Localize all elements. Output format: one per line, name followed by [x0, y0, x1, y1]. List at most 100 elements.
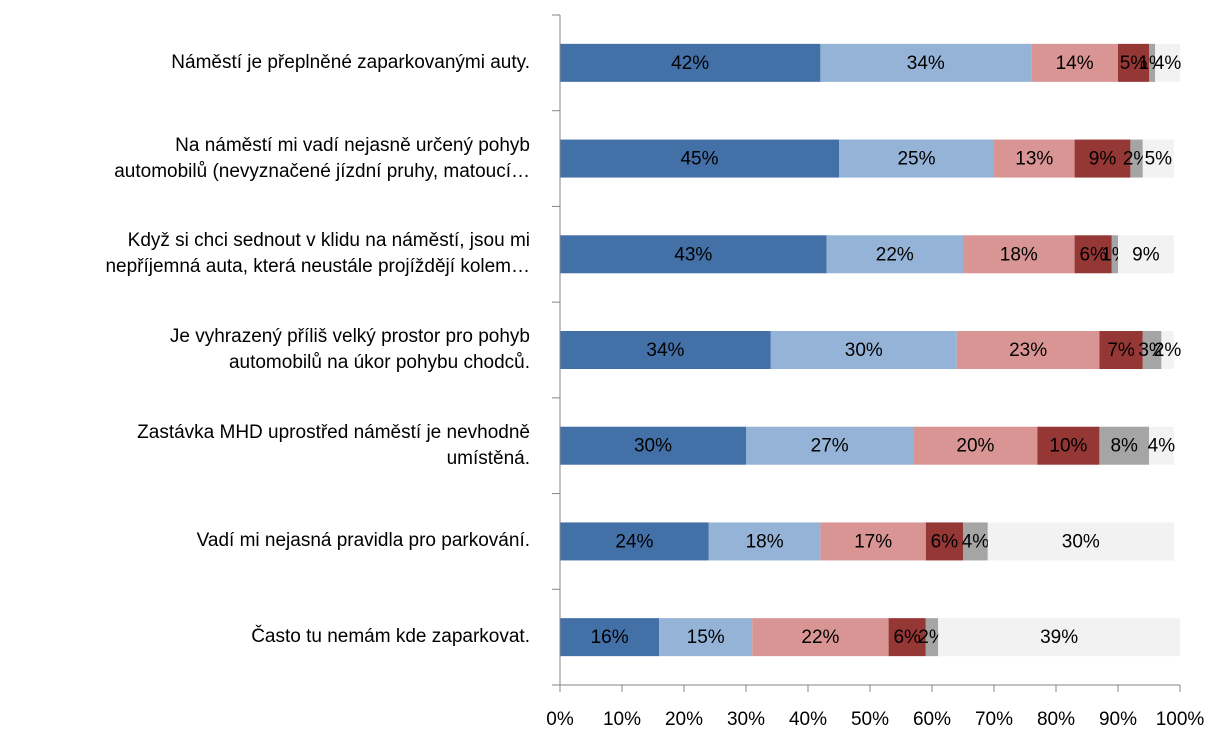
- bar-segment: [1118, 235, 1174, 274]
- data-label: 6%: [893, 627, 921, 648]
- bar-segment: [963, 522, 988, 561]
- data-label: 27%: [811, 436, 849, 457]
- data-label: 30%: [1062, 531, 1100, 552]
- data-label: 39%: [1040, 627, 1078, 648]
- data-label: 34%: [907, 53, 945, 74]
- bar-segment: [1099, 331, 1143, 369]
- data-label: 10%: [1049, 436, 1087, 457]
- category-label: Často tu nemám kde zaparkovat.: [251, 626, 530, 648]
- bar-segment: [1118, 43, 1149, 82]
- data-label: 18%: [1000, 244, 1038, 265]
- bar-segment: [938, 618, 1180, 657]
- bar-segment: [1037, 426, 1100, 465]
- bar-segment: [1161, 331, 1174, 369]
- data-label: 43%: [674, 244, 712, 265]
- bar-segment: [888, 618, 926, 657]
- bar-segment: [956, 331, 1100, 369]
- data-label: 9%: [1132, 244, 1160, 265]
- bar-segment: [1111, 235, 1118, 274]
- data-label: 8%: [1110, 436, 1138, 457]
- data-label: 18%: [746, 531, 784, 552]
- x-tick-label: 20%: [665, 709, 703, 730]
- category-label: Vadí mi nejasná pravidla pro parkování.: [196, 530, 530, 552]
- bar-segment: [820, 43, 1032, 82]
- bar-segment: [560, 139, 839, 178]
- bar-segment: [659, 618, 753, 657]
- bar-segment: [746, 426, 914, 465]
- data-label: 20%: [956, 436, 994, 457]
- bar-segment: [560, 426, 746, 465]
- x-tick-label: 90%: [1099, 709, 1137, 730]
- bar-segment: [1099, 426, 1149, 465]
- data-label: 6%: [1079, 244, 1107, 265]
- bar-segment: [963, 235, 1075, 274]
- x-tick-label: 80%: [1037, 709, 1075, 730]
- bar-segment: [1074, 139, 1131, 178]
- bar-segment: [560, 618, 660, 657]
- data-label: 5%: [1120, 53, 1148, 74]
- x-tick-label: 70%: [975, 709, 1013, 730]
- data-label: 22%: [876, 244, 914, 265]
- x-tick-label: 30%: [727, 709, 765, 730]
- bar-segment: [839, 139, 994, 178]
- bar-segment: [708, 522, 821, 561]
- bar-segment: [560, 235, 827, 274]
- bar-segment: [925, 522, 963, 561]
- x-tick-label: 60%: [913, 709, 951, 730]
- data-label: 13%: [1015, 149, 1053, 170]
- bar-segment: [1074, 235, 1112, 274]
- data-label: 9%: [1089, 149, 1117, 170]
- category-label: Náměstí je přeplněné zaparkovanými auty.: [171, 51, 530, 73]
- data-label: 24%: [615, 531, 653, 552]
- data-label: 23%: [1009, 340, 1047, 361]
- data-label: 45%: [680, 149, 718, 170]
- data-label: 4%: [1148, 436, 1176, 457]
- bar-segment: [826, 235, 963, 274]
- data-label: 6%: [931, 531, 959, 552]
- bar-segment: [752, 618, 889, 657]
- bar-segment: [560, 331, 771, 369]
- data-label: 16%: [591, 627, 629, 648]
- x-tick-label: 40%: [789, 709, 827, 730]
- data-label: 4%: [1154, 53, 1182, 74]
- data-label: 2%: [1154, 340, 1182, 361]
- data-label: 5%: [1145, 149, 1173, 170]
- bar-segment: [1031, 43, 1118, 82]
- data-label: 30%: [845, 340, 883, 361]
- category-label: Je vyhrazený příliš velký prostor pro po…: [169, 326, 530, 373]
- data-label: 42%: [671, 53, 709, 74]
- x-tick-label: 0%: [546, 709, 574, 730]
- category-label: Na náměstí mi vadí nejasně určený pohyb …: [114, 134, 530, 182]
- x-tick-label: 10%: [603, 709, 641, 730]
- category-label: Zastávka MHD uprostřed náměstí je nevhod…: [137, 421, 530, 469]
- data-label: 30%: [634, 436, 672, 457]
- data-label: 15%: [687, 627, 725, 648]
- data-label: 14%: [1056, 53, 1094, 74]
- bar-segment: [987, 522, 1174, 561]
- bar-segment: [1149, 43, 1156, 82]
- data-label: 7%: [1107, 340, 1135, 361]
- bar-segment: [1142, 331, 1162, 369]
- bar-segment: [1155, 43, 1180, 82]
- x-tick-label: 50%: [851, 709, 889, 730]
- bar-segment: [1149, 426, 1174, 465]
- bar-segment: [1130, 139, 1143, 178]
- data-label: 3%: [1138, 340, 1166, 361]
- bar-segment: [913, 426, 1038, 465]
- data-label: 4%: [962, 531, 990, 552]
- data-label: 17%: [854, 531, 892, 552]
- bar-segment: [820, 522, 926, 561]
- bar-segment: [994, 139, 1075, 178]
- category-label: Když si chci sednout v klidu na náměstí,…: [105, 230, 530, 278]
- data-label: 25%: [897, 149, 935, 170]
- data-label: 34%: [646, 340, 684, 361]
- x-tick-label: 100%: [1156, 709, 1205, 730]
- bar-segment: [560, 522, 709, 561]
- bar-segment: [925, 618, 939, 657]
- data-label: 22%: [801, 627, 839, 648]
- bar-segment: [560, 43, 821, 82]
- bar-segment: [1142, 139, 1174, 178]
- bar-segment: [770, 331, 957, 369]
